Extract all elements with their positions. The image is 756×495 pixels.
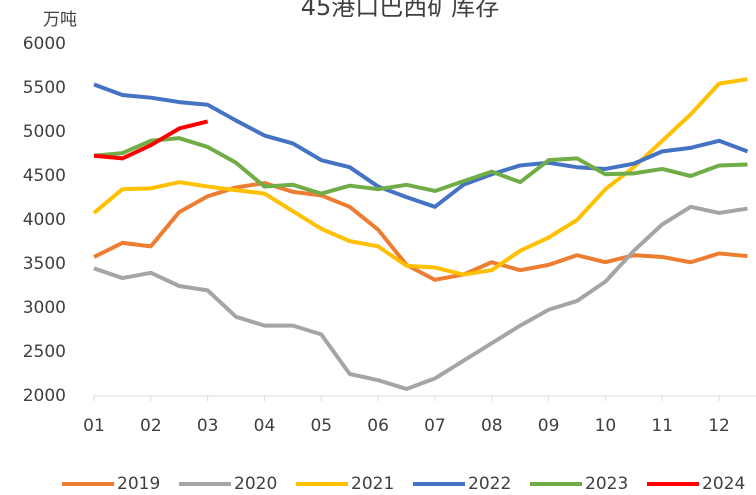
legend-label: 2022 (468, 474, 511, 494)
y-tick-label: 5500 (23, 78, 66, 98)
x-tick-label: 05 (310, 416, 332, 436)
y-tick-label: 6000 (23, 34, 66, 54)
series-line (92, 77, 748, 277)
legend-label: 2024 (702, 474, 745, 494)
y-tick-label: 3500 (23, 254, 66, 274)
legend-label: 2023 (585, 474, 628, 494)
y-tick-label: 2000 (23, 386, 66, 406)
series-line (93, 119, 209, 161)
x-tick-label: 12 (708, 416, 730, 436)
x-tick-label: 03 (197, 416, 219, 436)
x-tick-label: 10 (595, 416, 617, 436)
y-tick-label: 5000 (23, 122, 66, 142)
y-tick-label: 2500 (23, 342, 66, 362)
y-axis-label: 万吨 (43, 10, 77, 30)
series-line (93, 82, 749, 209)
legend-label: 2020 (234, 474, 277, 494)
legend-label: 2021 (351, 474, 394, 494)
series-line (93, 136, 748, 196)
chart-title: 45港口巴西矿库存 (301, 0, 500, 21)
x-tick-label: 01 (83, 416, 105, 436)
x-tick-label: 08 (481, 416, 503, 436)
y-tick-label: 4000 (23, 210, 66, 230)
legend-label: 2019 (117, 474, 160, 494)
x-tick-label: 04 (254, 416, 276, 436)
x-tick-label: 09 (538, 416, 560, 436)
x-tick-label: 11 (651, 416, 673, 436)
x-tick-label: 07 (424, 416, 446, 436)
series-line (93, 204, 748, 391)
y-tick-label: 4500 (23, 166, 66, 186)
x-tick-label: 02 (140, 416, 162, 436)
series-line (93, 181, 748, 282)
y-tick-label: 3000 (23, 298, 66, 318)
x-tick-label: 06 (367, 416, 389, 436)
